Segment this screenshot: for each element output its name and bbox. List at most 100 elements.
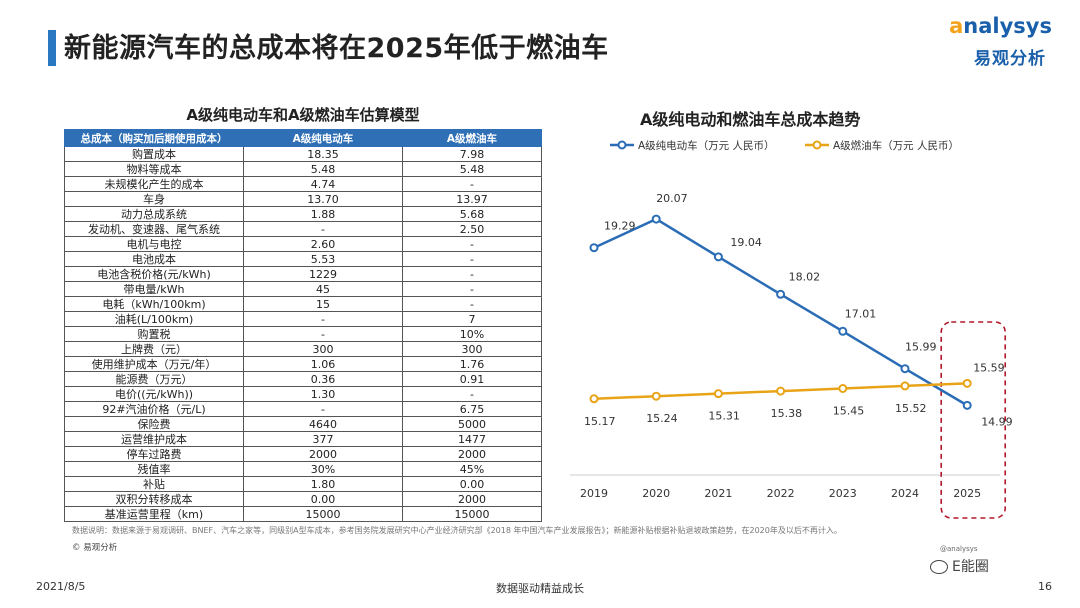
analysys-logo: analysys 易观分析: [949, 14, 1052, 69]
row-label: 双积分转移成本: [64, 491, 244, 507]
row-value: 7.98: [402, 146, 542, 162]
data-point: [962, 400, 972, 410]
row-value: 2000: [402, 491, 542, 507]
row-value: 5000: [402, 416, 542, 432]
table-row: 动力总成系统 1.88 5.68: [64, 206, 542, 222]
row-value: 6.75: [402, 401, 542, 417]
row-value: 15: [243, 296, 403, 312]
footer-slogan: 数据驱动精益成长: [496, 582, 584, 595]
row-value: 2.50: [402, 221, 542, 237]
data-point: [838, 384, 848, 393]
table-row: 带电量/kWh 45-: [64, 281, 542, 297]
table-row: 电池成本 5.53-: [64, 251, 542, 267]
table-row: 停车过路费 2000 2000: [64, 446, 542, 462]
row-label: 电价((元/kWh)): [64, 386, 244, 402]
row-value: -: [402, 176, 542, 192]
table-title: A级纯电动车和A级燃油车估算模型: [186, 106, 420, 124]
row-label: 发动机、变速器、尾气系统: [64, 221, 244, 237]
legend-label: A级纯电动车（万元 人民币）: [638, 139, 775, 152]
wechat-badge: E能圈: [930, 556, 989, 576]
data-label: 19.04: [730, 236, 762, 249]
row-value: -: [243, 221, 403, 237]
table-row: 购置税 -10%: [64, 326, 542, 342]
legend-marker: [812, 140, 822, 150]
data-point: [776, 386, 786, 396]
row-label: 动力总成系统: [64, 206, 244, 222]
row-value: -: [402, 296, 542, 312]
row-value: 1229: [243, 266, 403, 282]
row-label: 保险费: [64, 416, 244, 432]
row-value: 45: [243, 281, 403, 297]
row-value: 1.06: [243, 356, 403, 372]
row-value: 13.97: [402, 191, 542, 207]
data-label: 19.29: [604, 220, 636, 233]
line-chart: A级纯电动车（万元 人民币） A级燃油车（万元 人民币） 2019 2020 2021 2…: [570, 139, 1013, 519]
data-label: 14.99: [981, 415, 1013, 428]
row-value: 4.74: [243, 176, 403, 192]
row-label: 购置成本: [64, 146, 244, 162]
row-value: 15000: [243, 506, 403, 522]
row-value: 15000: [402, 506, 542, 522]
data-point: [713, 252, 723, 262]
chart-title: A级纯电动和燃油车总成本趋势: [640, 110, 861, 129]
table-row: 双积分转移成本 0.00 2000: [64, 491, 542, 507]
table-row: 使用维护成本（万元/年） 1.06 1.76: [64, 356, 542, 372]
data-label: 15.38: [771, 407, 803, 420]
wechat-handle: @analysys: [940, 545, 978, 553]
row-label: 运营维护成本: [64, 431, 244, 447]
row-value: 45%: [402, 461, 542, 477]
table-row: 电耗（kWh/100km) 15-: [64, 296, 542, 312]
x-tick-label: 2019: [580, 487, 608, 500]
table-row: 电池含税价格(元/kWh) 1229-: [64, 266, 542, 282]
data-label: 15.99: [905, 341, 937, 354]
row-value: 2.60: [243, 236, 403, 252]
data-point: [776, 289, 786, 299]
data-point: [838, 326, 848, 336]
copyright-text: © 易观分析: [72, 543, 118, 553]
legend-label: A级燃油车（万元 人民币）: [833, 139, 959, 152]
data-point: [713, 389, 723, 399]
page-number: 16: [1038, 580, 1052, 593]
data-label: 20.07: [656, 192, 688, 205]
row-label: 使用维护成本（万元/年）: [64, 356, 244, 372]
row-value: -: [243, 401, 403, 417]
table-header-cell: A级燃油车: [402, 129, 542, 147]
row-label: 电池成本: [64, 251, 244, 267]
row-value: 300: [402, 341, 542, 357]
table-row: 运营维护成本 377 1477: [64, 431, 542, 447]
highlight-box: [940, 321, 1007, 519]
x-tick-label: 2021: [704, 487, 732, 500]
series-line: [593, 217, 968, 407]
row-value: 2000: [402, 446, 542, 462]
row-label: 补贴: [64, 476, 244, 492]
row-value: 5.53: [243, 251, 403, 267]
row-label: 购置税: [64, 326, 244, 342]
page-title: 新能源汽车的总成本将在2025年低于燃油车: [64, 33, 609, 64]
data-point: [900, 364, 910, 374]
row-label: 92#汽油价格（元/L): [64, 401, 244, 417]
table-row: 油耗(L/100km) -7: [64, 311, 542, 327]
data-label: 17.01: [845, 307, 877, 320]
data-label: 15.17: [584, 415, 616, 428]
data-label: 15.52: [895, 402, 927, 415]
row-value: 1.76: [402, 356, 542, 372]
row-value: -: [243, 311, 403, 327]
x-tick-label: 2020: [642, 487, 670, 500]
row-label: 停车过路费: [64, 446, 244, 462]
table-row: 保险费 4640 5000: [64, 416, 542, 432]
row-label: 电耗（kWh/100km): [64, 296, 244, 312]
row-value: -: [402, 251, 542, 267]
row-label: 物料等成本: [64, 161, 244, 177]
data-label: 18.02: [789, 270, 821, 283]
row-value: 7: [402, 311, 542, 327]
row-value: 377: [243, 431, 403, 447]
row-label: 电池含税价格(元/kWh): [64, 266, 244, 282]
x-tick-label: 2022: [767, 487, 795, 500]
table-header-cell: 总成本（购买加后期使用成本）: [64, 129, 244, 147]
row-value: 0.00: [243, 491, 403, 507]
row-value: -: [402, 236, 542, 252]
row-value: 10%: [402, 326, 542, 342]
data-point: [900, 381, 910, 391]
table-row: 电价((元/kWh)) 1.30-: [64, 386, 542, 402]
logo-text: nalysys: [963, 14, 1052, 38]
